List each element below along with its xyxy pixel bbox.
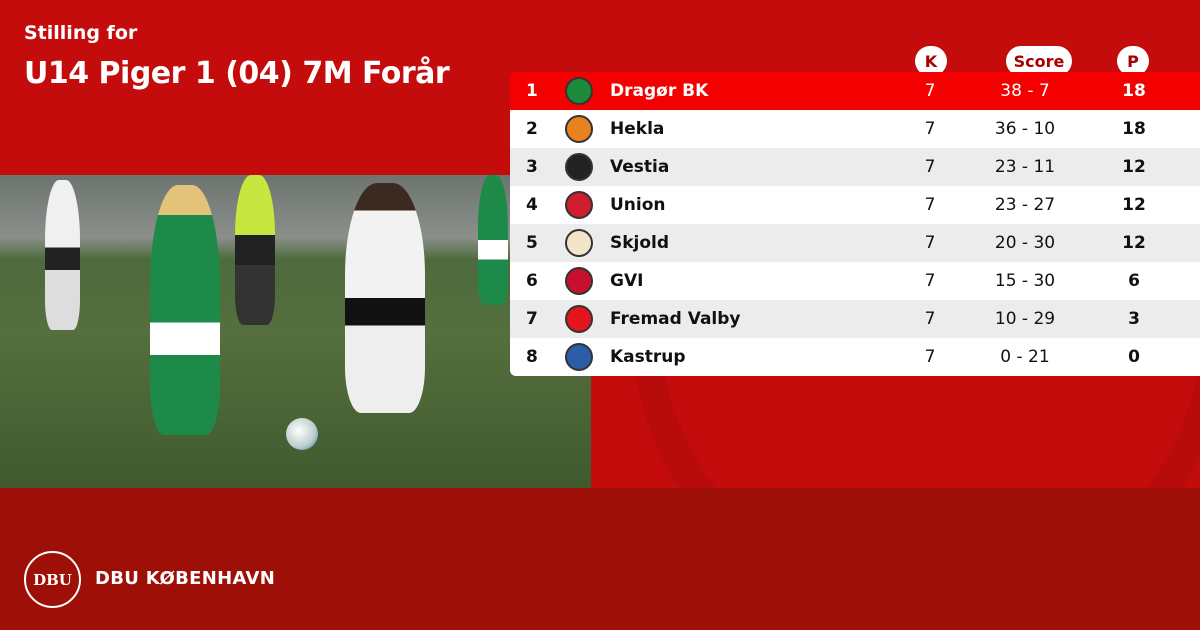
table-row: 7 Fremad Valby 7 10 - 29 3 bbox=[510, 300, 1200, 338]
table-row: 4 Union 7 23 - 27 12 bbox=[510, 186, 1200, 224]
matches-played: 7 bbox=[924, 233, 936, 253]
position: 8 bbox=[526, 347, 538, 367]
points: 0 bbox=[1128, 347, 1140, 367]
table-row: 8 Kastrup 7 0 - 21 0 bbox=[510, 338, 1200, 376]
column-header-p: P bbox=[1117, 46, 1149, 76]
score: 23 - 27 bbox=[994, 195, 1056, 215]
ball bbox=[286, 418, 318, 450]
matches-played: 7 bbox=[924, 309, 936, 329]
club-logo-icon bbox=[565, 77, 593, 105]
position: 3 bbox=[526, 157, 538, 177]
match-photo bbox=[0, 175, 591, 488]
team-name: GVI bbox=[610, 271, 644, 291]
score: 36 - 10 bbox=[994, 119, 1056, 139]
club-logo-icon bbox=[565, 229, 593, 257]
column-header-score: Score bbox=[1006, 46, 1072, 76]
column-header-k: K bbox=[915, 46, 947, 76]
points: 18 bbox=[1122, 81, 1146, 101]
club-logo-icon bbox=[565, 267, 593, 295]
matches-played: 7 bbox=[924, 347, 936, 367]
position: 2 bbox=[526, 119, 538, 139]
page-title: U14 Piger 1 (04) 7M Forår bbox=[24, 56, 450, 91]
team-name: Fremad Valby bbox=[610, 309, 741, 329]
team-name: Union bbox=[610, 195, 666, 215]
matches-played: 7 bbox=[924, 195, 936, 215]
score: 23 - 11 bbox=[994, 157, 1056, 177]
points: 12 bbox=[1122, 233, 1146, 253]
position: 6 bbox=[526, 271, 538, 291]
score: 38 - 7 bbox=[1000, 81, 1050, 101]
matches-played: 7 bbox=[924, 271, 936, 291]
score: 10 - 29 bbox=[994, 309, 1056, 329]
points: 12 bbox=[1122, 195, 1146, 215]
score: 15 - 30 bbox=[994, 271, 1056, 291]
table-row: 1 Dragør BK 7 38 - 7 18 bbox=[510, 72, 1200, 110]
team-name: Skjold bbox=[610, 233, 670, 253]
points: 18 bbox=[1122, 119, 1146, 139]
position: 1 bbox=[526, 81, 538, 101]
table-row: 3 Vestia 7 23 - 11 12 bbox=[510, 148, 1200, 186]
team-name: Hekla bbox=[610, 119, 665, 139]
score: 20 - 30 bbox=[994, 233, 1056, 253]
dbu-logo: DBU bbox=[24, 551, 81, 608]
points: 3 bbox=[1128, 309, 1140, 329]
club-logo-icon bbox=[565, 305, 593, 333]
footer bbox=[0, 488, 1200, 630]
club-logo-icon bbox=[565, 343, 593, 371]
standings-table: 1 Dragør BK 7 38 - 7 18 2 Hekla 7 36 - 10… bbox=[510, 72, 1200, 376]
team-name: Dragør BK bbox=[610, 81, 709, 101]
score: 0 - 21 bbox=[1000, 347, 1050, 367]
position: 4 bbox=[526, 195, 538, 215]
club-logo-icon bbox=[565, 153, 593, 181]
matches-played: 7 bbox=[924, 81, 936, 101]
subtitle: Stilling for bbox=[24, 22, 138, 44]
position: 5 bbox=[526, 233, 538, 253]
club-logo-icon bbox=[565, 191, 593, 219]
position: 7 bbox=[526, 309, 538, 329]
team-name: Vestia bbox=[610, 157, 670, 177]
table-row: 5 Skjold 7 20 - 30 12 bbox=[510, 224, 1200, 262]
table-row: 6 GVI 7 15 - 30 6 bbox=[510, 262, 1200, 300]
points: 12 bbox=[1122, 157, 1146, 177]
team-name: Kastrup bbox=[610, 347, 686, 367]
club-logo-icon bbox=[565, 115, 593, 143]
matches-played: 7 bbox=[924, 157, 936, 177]
matches-played: 7 bbox=[924, 119, 936, 139]
brand-name: DBU KØBENHAVN bbox=[95, 568, 276, 589]
points: 6 bbox=[1128, 271, 1140, 291]
table-row: 2 Hekla 7 36 - 10 18 bbox=[510, 110, 1200, 148]
